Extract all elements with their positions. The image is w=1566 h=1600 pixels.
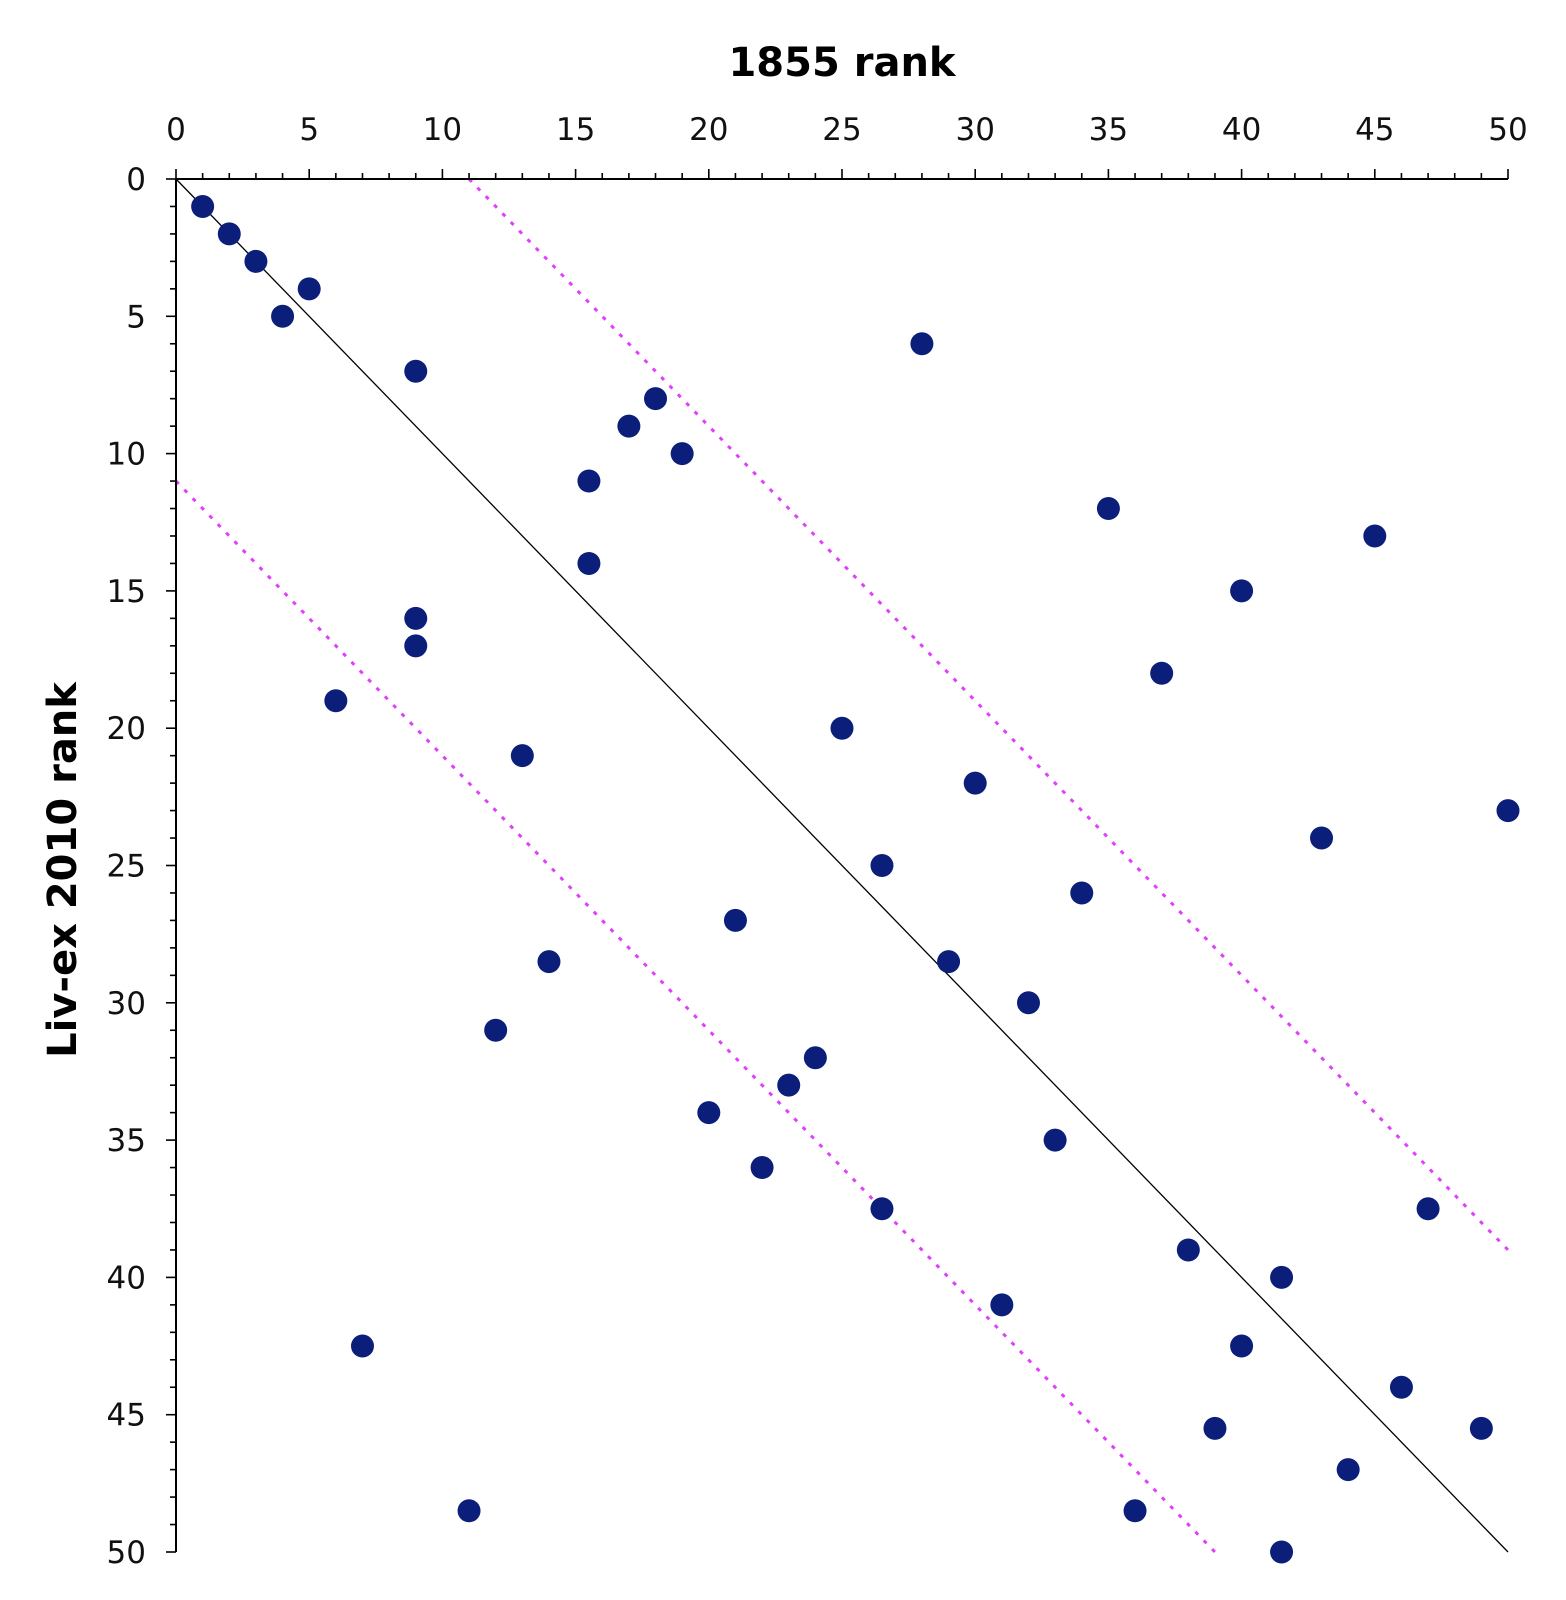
- y-tick-label: 35: [107, 1123, 146, 1159]
- data-point: [271, 304, 295, 328]
- y-tick-label: 5: [126, 299, 146, 335]
- data-point: [324, 689, 348, 713]
- x-tick-label: 30: [955, 112, 994, 148]
- x-tick-label: 15: [556, 112, 595, 148]
- x-tick-label: 35: [1089, 112, 1128, 148]
- data-point: [723, 908, 747, 932]
- y-tick-label: 30: [107, 986, 146, 1022]
- data-point: [457, 1499, 481, 1523]
- data-point: [644, 387, 668, 411]
- y-tick-label: 15: [107, 574, 146, 610]
- data-point: [484, 1018, 508, 1042]
- data-point: [1230, 579, 1254, 603]
- data-point: [1310, 826, 1334, 850]
- data-point: [537, 950, 561, 974]
- data-point: [963, 771, 987, 795]
- data-point: [990, 1293, 1014, 1317]
- data-point: [1336, 1458, 1360, 1482]
- data-point: [1150, 661, 1174, 685]
- y-axis-title: Liv-ex 2010 rank: [40, 681, 86, 1058]
- axes: 0 5 10 15 20 25 30 35 40 45 50 0 5 10 15 20 25 30 35 40 45 50: [107, 112, 1528, 1571]
- data-point: [1203, 1416, 1227, 1440]
- data-point: [750, 1156, 774, 1180]
- data-point: [697, 1101, 721, 1125]
- data-point: [1496, 799, 1520, 823]
- data-point: [910, 332, 934, 356]
- data-point: [1070, 881, 1094, 905]
- data-point: [1469, 1416, 1493, 1440]
- x-tick-label: 10: [423, 112, 462, 148]
- data-point: [404, 606, 428, 630]
- data-point: [1270, 1540, 1294, 1564]
- identity-line: [175, 178, 1509, 1553]
- data-point: [1096, 497, 1120, 521]
- y-tick-label: 50: [107, 1535, 146, 1571]
- data-point: [937, 950, 961, 974]
- data-point: [1389, 1375, 1413, 1399]
- data-point: [1043, 1128, 1067, 1152]
- data-point: [1176, 1238, 1200, 1262]
- data-point: [244, 249, 268, 273]
- data-point: [404, 634, 428, 658]
- data-point: [803, 1046, 827, 1070]
- x-tick-label: 50: [1488, 112, 1527, 148]
- data-point: [510, 744, 534, 768]
- x-tick-label: 0: [166, 112, 186, 148]
- reference-lines: [174, 177, 1510, 1554]
- data-point: [297, 277, 321, 301]
- data-point: [1416, 1197, 1440, 1221]
- lower-band-line: [174, 480, 1217, 1554]
- x-axis-title: 1855 rank: [728, 40, 956, 86]
- x-tick-label: 40: [1222, 112, 1261, 148]
- y-tick-label: 25: [107, 849, 146, 885]
- data-point: [577, 551, 601, 575]
- x-tick-label: 20: [689, 112, 728, 148]
- x-tick-label: 25: [822, 112, 861, 148]
- upper-band-line: [467, 177, 1510, 1251]
- data-point: [870, 854, 894, 877]
- y-tick-label: 45: [107, 1398, 146, 1434]
- y-tick-label: 10: [107, 437, 146, 473]
- data-point: [870, 1197, 894, 1221]
- data-point: [830, 716, 854, 740]
- data-point: [1016, 991, 1040, 1015]
- x-tick-label: 5: [299, 112, 319, 148]
- data-point: [1363, 524, 1387, 548]
- data-point: [350, 1334, 374, 1358]
- data-point: [404, 359, 428, 383]
- data-point: [1123, 1499, 1147, 1523]
- data-point: [217, 222, 241, 246]
- y-tick-label: 0: [126, 162, 146, 198]
- data-point: [670, 442, 694, 466]
- data-point: [1270, 1265, 1294, 1289]
- x-tick-label: 45: [1355, 112, 1394, 148]
- data-point: [1230, 1334, 1254, 1358]
- data-point: [777, 1073, 801, 1097]
- data-point: [577, 469, 601, 493]
- data-point: [191, 194, 215, 218]
- data-point: [617, 414, 641, 438]
- y-tick-label: 40: [107, 1260, 146, 1296]
- data-points: [191, 194, 1520, 1564]
- y-tick-label: 20: [107, 711, 146, 747]
